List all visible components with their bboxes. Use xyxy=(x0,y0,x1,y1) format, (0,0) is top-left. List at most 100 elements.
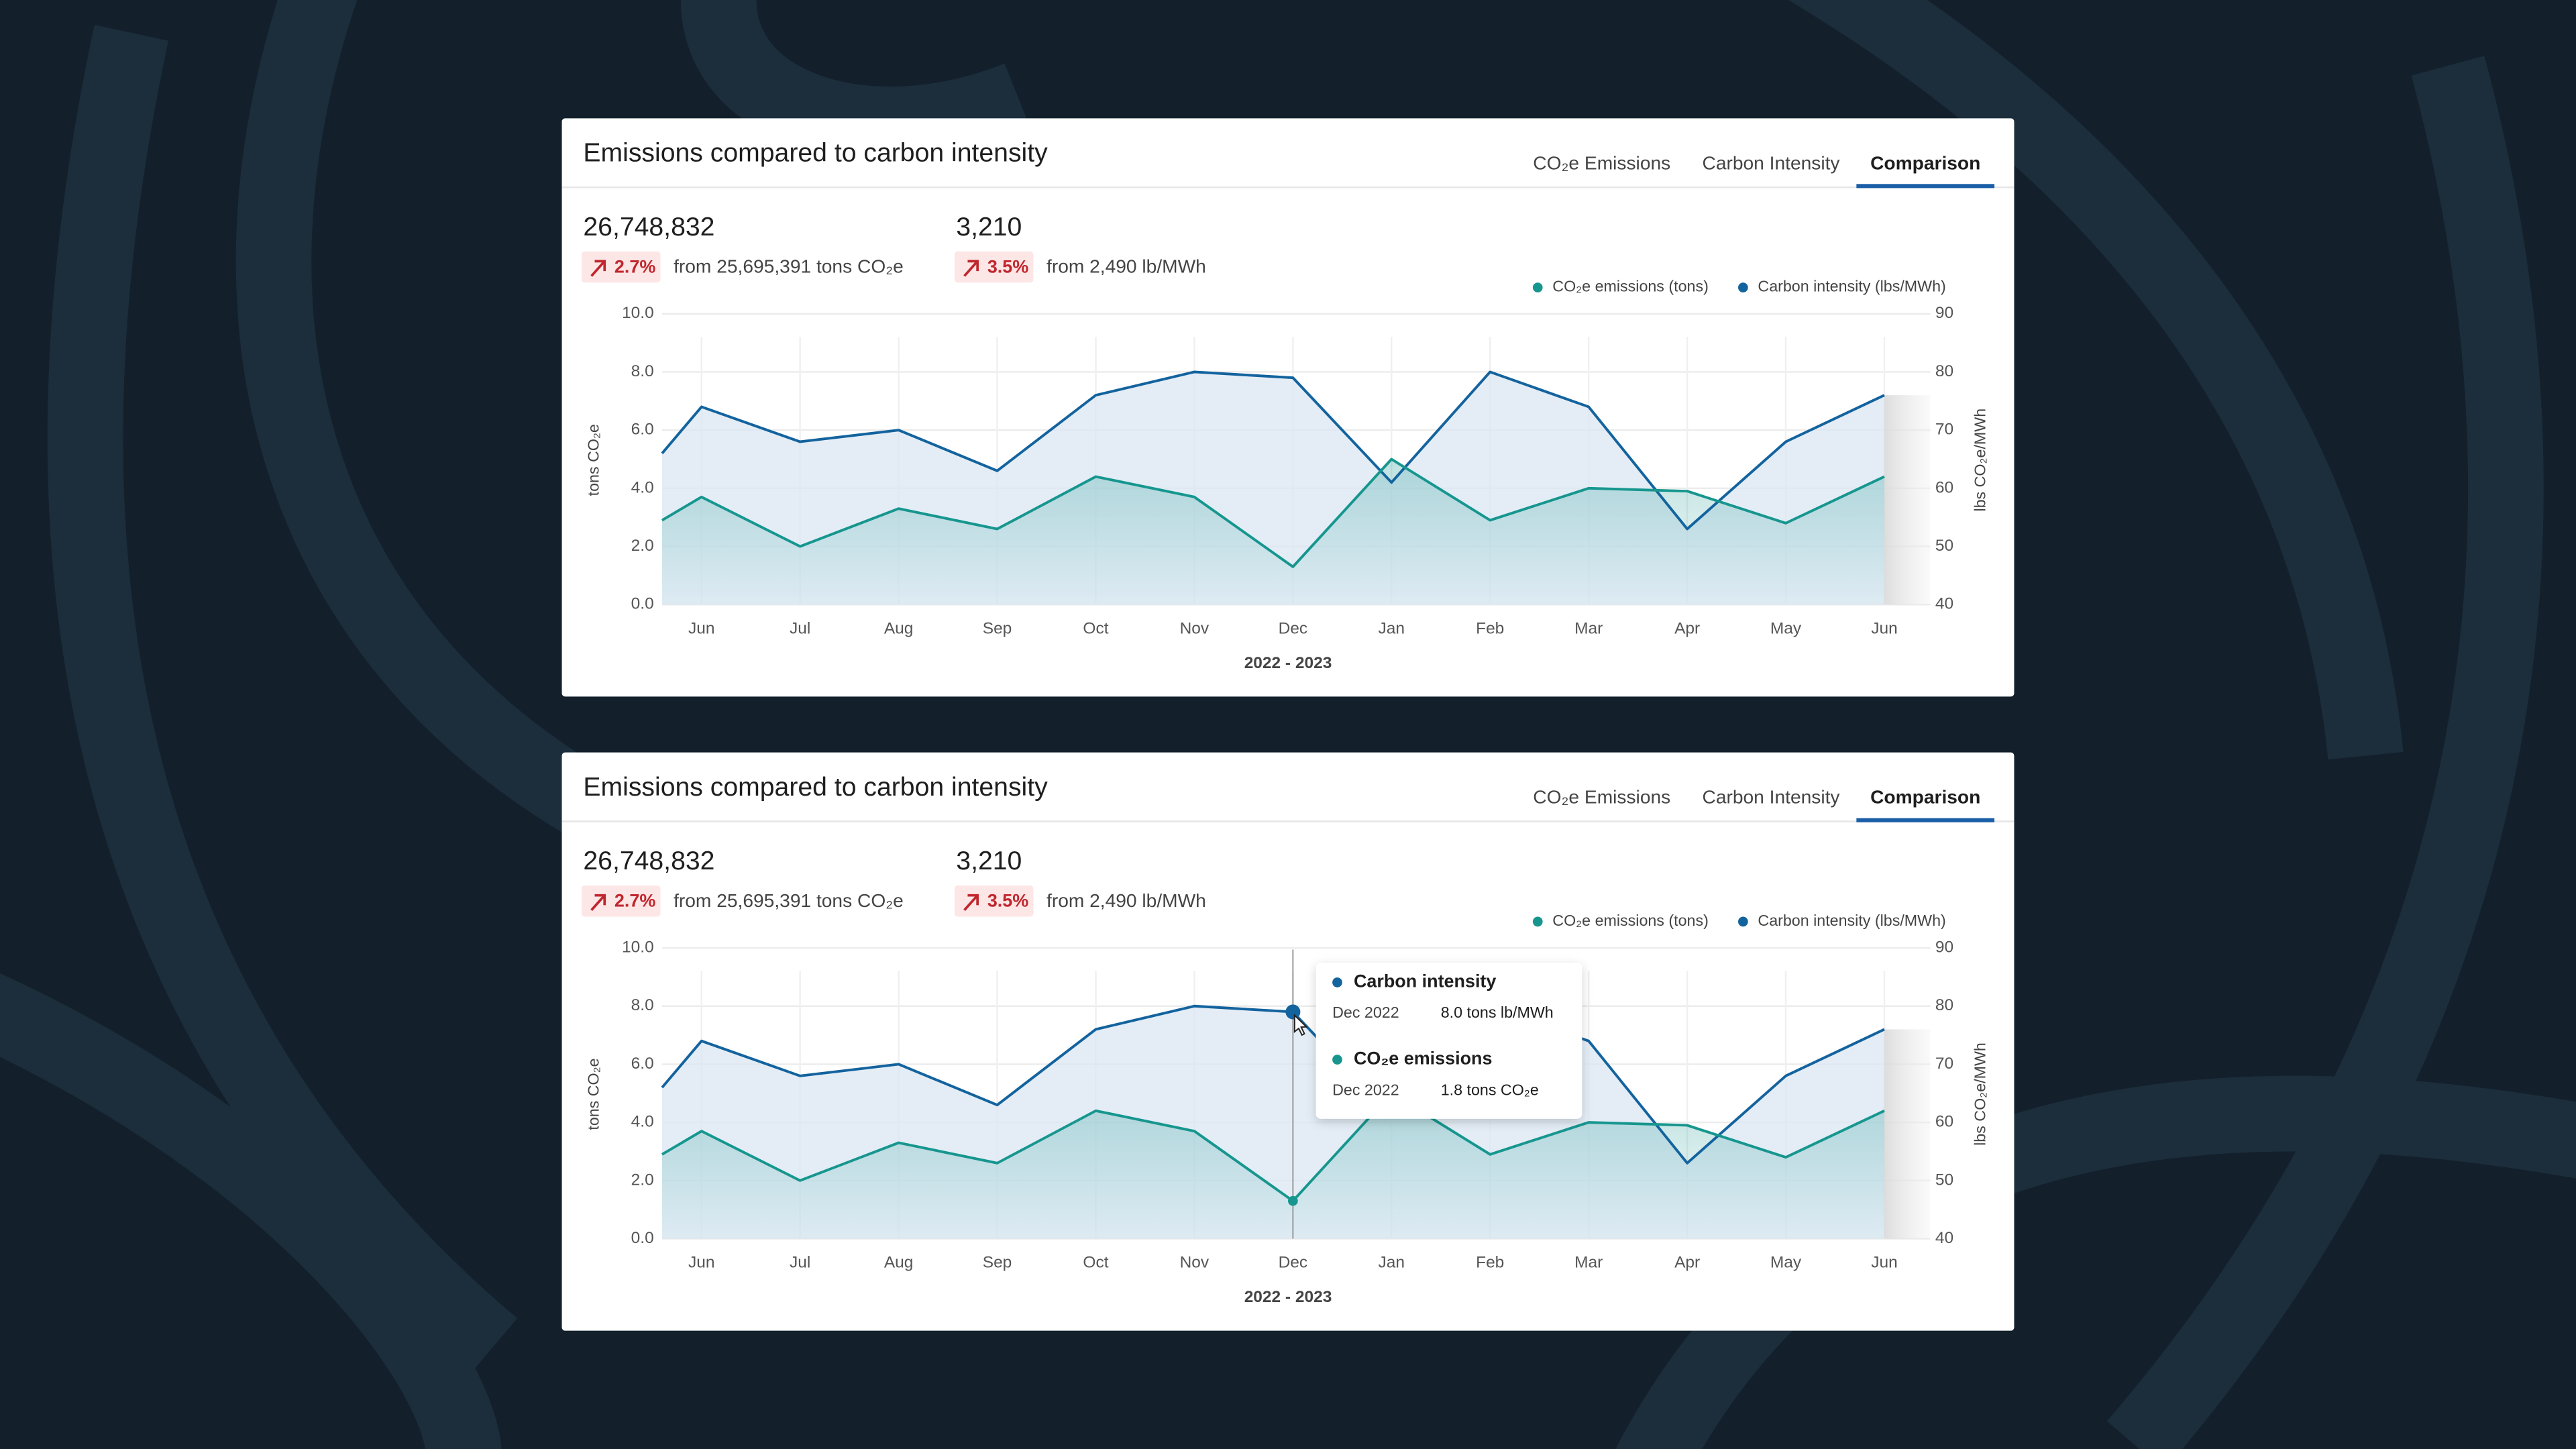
tab[interactable]: Comparison xyxy=(1870,152,1980,173)
kpi-value: 3,210 xyxy=(956,847,1022,875)
x-tick-label: Sep xyxy=(983,1254,1012,1272)
card-title: Emissions compared to carbon intensity xyxy=(583,773,1048,802)
x-tick-label: Oct xyxy=(1083,1254,1108,1272)
y-tick-label: 2.0 xyxy=(631,537,654,555)
area xyxy=(661,1093,1884,1239)
line xyxy=(661,370,1885,531)
y2-tick-label: 90 xyxy=(1935,304,1953,322)
y2-tick-label: 70 xyxy=(1935,1055,1953,1073)
legend-label: CO₂e emissions (tons) xyxy=(1552,912,1709,929)
legend-dot xyxy=(1532,916,1543,927)
legend-label: CO₂e emissions (tons) xyxy=(1552,278,1709,295)
y-tick-label: 4.0 xyxy=(631,1113,654,1131)
y2-axis-title: lbs CO₂e/MWh xyxy=(1972,1042,1989,1146)
x-tick-label: Jan xyxy=(1379,1254,1405,1272)
x-tick-label: Dec xyxy=(1279,1254,1308,1272)
x-tick-label: Jul xyxy=(790,619,810,637)
change-badge xyxy=(954,885,1034,917)
change-badge xyxy=(954,251,1034,283)
y2-tick-label: 60 xyxy=(1935,1113,1953,1131)
tab[interactable]: Carbon Intensity xyxy=(1702,787,1840,808)
kpi-from: from 2,490 lb/MWh xyxy=(1046,256,1206,277)
chart-card: Emissions compared to carbon intensity CO… xyxy=(561,118,2015,697)
y2-tick-label: 80 xyxy=(1935,996,1953,1014)
hover-point xyxy=(1288,1195,1298,1206)
projection-shade xyxy=(1884,1029,1931,1239)
up-arrow-icon xyxy=(590,260,606,277)
y-axis-title: tons CO₂e xyxy=(585,424,602,496)
tooltip-date: Dec 2022 xyxy=(1332,1081,1399,1098)
y-tick-label: 10.0 xyxy=(622,938,654,957)
kpi-value: 3,210 xyxy=(956,213,1022,241)
x-tick-label: Jun xyxy=(688,1254,714,1272)
legend-label: Carbon intensity (lbs/MWh) xyxy=(1758,278,1945,295)
y-tick-label: 8.0 xyxy=(631,996,654,1014)
x-tick-label: May xyxy=(1770,1254,1802,1272)
cursor-icon xyxy=(1293,1014,1308,1036)
x-tick-label: Aug xyxy=(884,1254,914,1272)
chart-card: Emissions compared to carbon intensity CO… xyxy=(561,752,2015,1331)
x-tick-label: Apr xyxy=(1674,619,1700,637)
tab[interactable]: CO₂e Emissions xyxy=(1533,787,1670,808)
x-tick-label: Jun xyxy=(688,619,714,637)
x-tick-label: Jul xyxy=(790,1254,810,1272)
x-tick-label: Feb xyxy=(1476,619,1504,637)
y-tick-label: 0.0 xyxy=(631,1229,654,1247)
tooltip-name: Carbon intensity xyxy=(1354,971,1496,991)
x-tick-label: Oct xyxy=(1083,619,1108,637)
y-tick-label: 6.0 xyxy=(631,1055,654,1073)
legend-label: Carbon intensity (lbs/MWh) xyxy=(1758,912,1945,929)
tooltip-dot xyxy=(1332,977,1342,987)
change-value: 3.5% xyxy=(987,256,1028,276)
tooltip-value: 1.8 tons CO₂e xyxy=(1441,1081,1539,1098)
y2-tick-label: 40 xyxy=(1935,595,1953,613)
y2-tick-label: 40 xyxy=(1935,1229,1953,1247)
x-tick-label: Nov xyxy=(1180,1254,1210,1272)
y-tick-label: 2.0 xyxy=(631,1171,654,1189)
change-badge xyxy=(581,885,661,917)
card-title: Emissions compared to carbon intensity xyxy=(583,139,1048,168)
x-tick-label: Nov xyxy=(1180,619,1210,637)
x-tick-label: Feb xyxy=(1476,1254,1504,1272)
tab[interactable]: Comparison xyxy=(1870,787,1980,808)
y-tick-label: 6.0 xyxy=(631,421,654,439)
y2-axis-title: lbs CO₂e/MWh xyxy=(1972,409,1989,512)
tooltip-dot xyxy=(1332,1055,1342,1065)
x-tick-label: Mar xyxy=(1574,619,1603,637)
area xyxy=(661,459,1884,605)
legend-dot xyxy=(1532,282,1543,292)
legend-dot xyxy=(1738,282,1748,292)
tooltip-name: CO₂e emissions xyxy=(1354,1049,1492,1069)
change-value: 2.7% xyxy=(614,256,655,276)
kpi-value: 26,748,832 xyxy=(583,847,714,875)
kpi-value: 26,748,832 xyxy=(583,213,714,241)
active-tab-underline xyxy=(1856,818,1995,822)
x-tick-label: Dec xyxy=(1279,619,1308,637)
y2-tick-label: 80 xyxy=(1935,362,1953,380)
y-tick-label: 0.0 xyxy=(631,595,654,613)
tab[interactable]: CO₂e Emissions xyxy=(1533,152,1670,173)
y2-tick-label: 90 xyxy=(1935,938,1953,957)
y-tick-label: 4.0 xyxy=(631,478,654,496)
change-badge xyxy=(581,251,661,283)
x-tick-label: Jun xyxy=(1871,1254,1897,1272)
y2-tick-label: 70 xyxy=(1935,421,1953,439)
x-tick-label: May xyxy=(1770,619,1802,637)
kpi-from: from 25,695,391 tons CO₂e xyxy=(674,256,904,277)
legend-dot xyxy=(1738,916,1748,927)
y2-tick-label: 50 xyxy=(1935,537,1953,555)
y2-tick-label: 60 xyxy=(1935,478,1953,496)
up-arrow-icon xyxy=(963,260,979,277)
divider xyxy=(561,186,2015,189)
tab[interactable]: Carbon Intensity xyxy=(1702,152,1840,173)
x-axis-title: 2022 - 2023 xyxy=(1244,1288,1332,1306)
x-axis-title: 2022 - 2023 xyxy=(1244,654,1332,672)
x-tick-label: Jun xyxy=(1871,619,1897,637)
tooltip xyxy=(1316,963,1582,1119)
y-tick-label: 10.0 xyxy=(622,304,654,322)
x-tick-label: Sep xyxy=(983,619,1012,637)
line xyxy=(661,458,1885,568)
kpi-from: from 2,490 lb/MWh xyxy=(1046,890,1206,911)
y2-tick-label: 50 xyxy=(1935,1171,1953,1189)
